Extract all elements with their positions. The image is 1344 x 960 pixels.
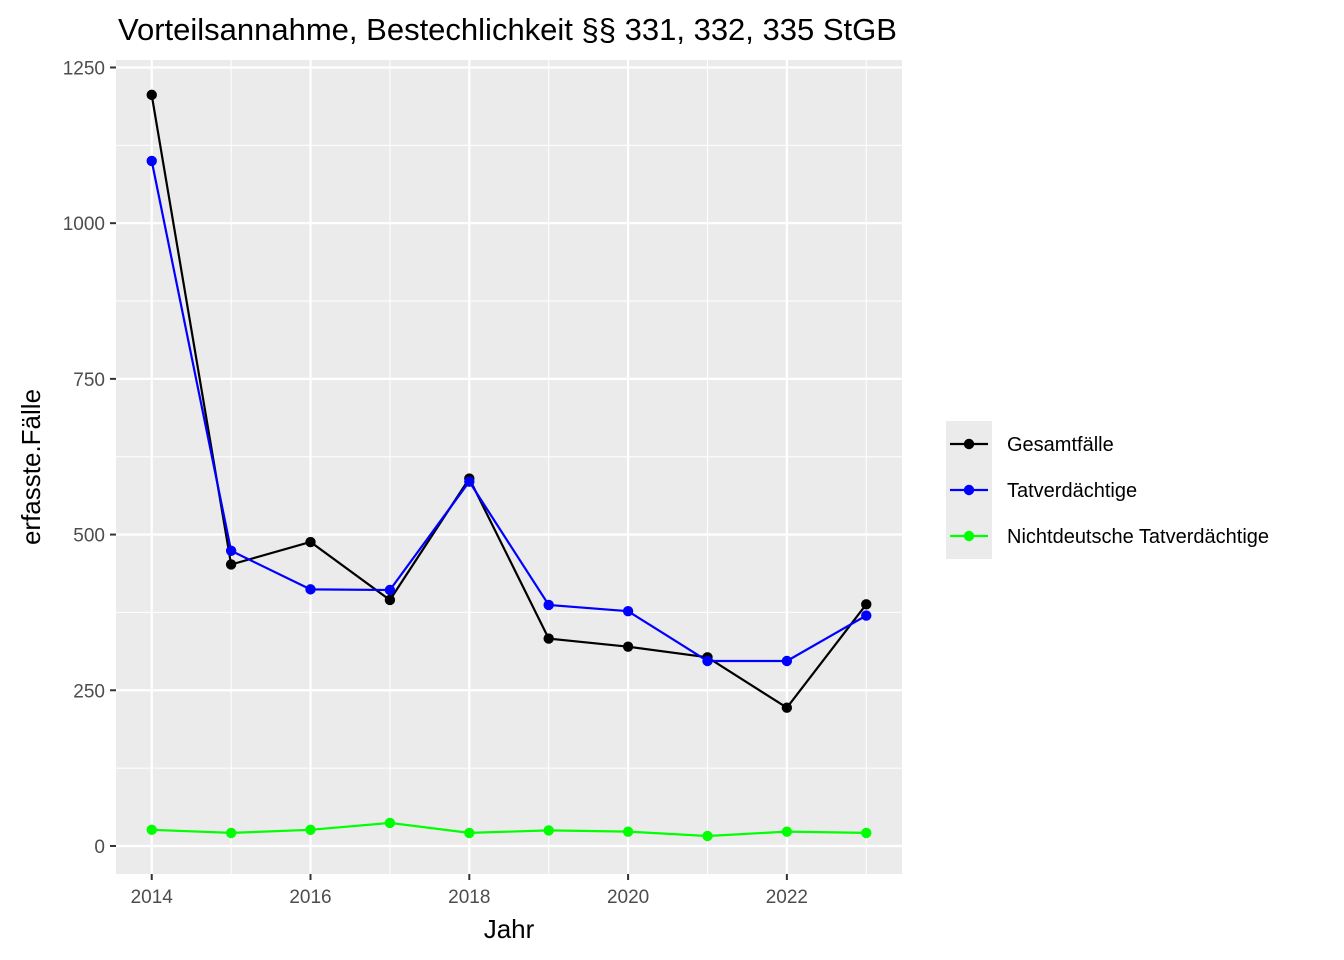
- x-tick-label: 2022: [766, 887, 808, 908]
- x-tick-label: 2020: [607, 887, 649, 908]
- data-point: [622, 605, 634, 617]
- legend-key-point: [963, 530, 975, 542]
- chart-title: Vorteilsannahme, Bestechlichkeit §§ 331,…: [118, 12, 897, 47]
- legend: Gesamtfälle Tatverdächtige Nichtdeutsche T…: [946, 421, 1269, 559]
- x-axis-title: Jahr: [484, 914, 535, 944]
- data-point: [622, 826, 634, 837]
- data-point: [146, 824, 157, 835]
- y-tick-label: 500: [73, 526, 105, 547]
- data-point: [861, 610, 872, 621]
- data-point: [702, 655, 713, 667]
- data-point: [305, 536, 316, 548]
- data-point: [622, 641, 634, 652]
- data-point: [384, 594, 396, 606]
- x-tick-label: 2014: [131, 887, 174, 908]
- legend-key-point: [963, 484, 975, 496]
- y-axis: 0 250 500 750 1000 1250: [63, 58, 116, 858]
- y-axis-title: erfasste.Fälle: [16, 389, 46, 545]
- data-point: [305, 584, 316, 595]
- x-tick-label: 2016: [289, 887, 331, 908]
- data-point: [543, 599, 554, 611]
- data-point: [543, 825, 554, 836]
- plot-panel: [116, 60, 902, 874]
- data-point: [781, 655, 793, 667]
- series-line-2: [150, 160, 867, 663]
- x-tick-label: 2018: [448, 887, 490, 908]
- data-point: [146, 89, 157, 101]
- y-tick-label: 250: [73, 681, 105, 702]
- x-axis: 2014 2016 2018 2020 2022: [131, 874, 808, 908]
- data-point: [225, 559, 237, 570]
- legend-label: Nichtdeutsche Tatverdächtige: [1007, 526, 1269, 548]
- data-point: [464, 476, 475, 487]
- data-point: [781, 826, 793, 837]
- y-tick-label: 750: [73, 370, 105, 391]
- data-point: [305, 824, 316, 835]
- y-tick-label: 1000: [63, 214, 105, 235]
- y-tick-label: 0: [94, 837, 105, 858]
- series-layer: [146, 89, 872, 842]
- minor-gridlines: [116, 60, 902, 874]
- legend-key-point: [963, 438, 975, 450]
- data-point: [861, 599, 872, 610]
- major-gridlines: [116, 60, 902, 874]
- data-point: [543, 633, 554, 644]
- y-tick-label: 1250: [63, 58, 105, 79]
- legend-label: Gesamtfälle: [1007, 434, 1114, 456]
- data-point: [464, 827, 475, 839]
- data-point: [781, 702, 793, 713]
- series-line-1: [150, 94, 868, 710]
- data-point: [702, 830, 713, 842]
- legend-label: Tatverdächtige: [1007, 480, 1137, 502]
- data-point: [225, 545, 237, 556]
- data-point: [384, 817, 396, 829]
- series-line-3: [151, 821, 867, 838]
- data-point: [861, 827, 872, 839]
- data-point: [384, 584, 396, 596]
- data-point: [146, 155, 157, 167]
- data-point: [225, 827, 237, 839]
